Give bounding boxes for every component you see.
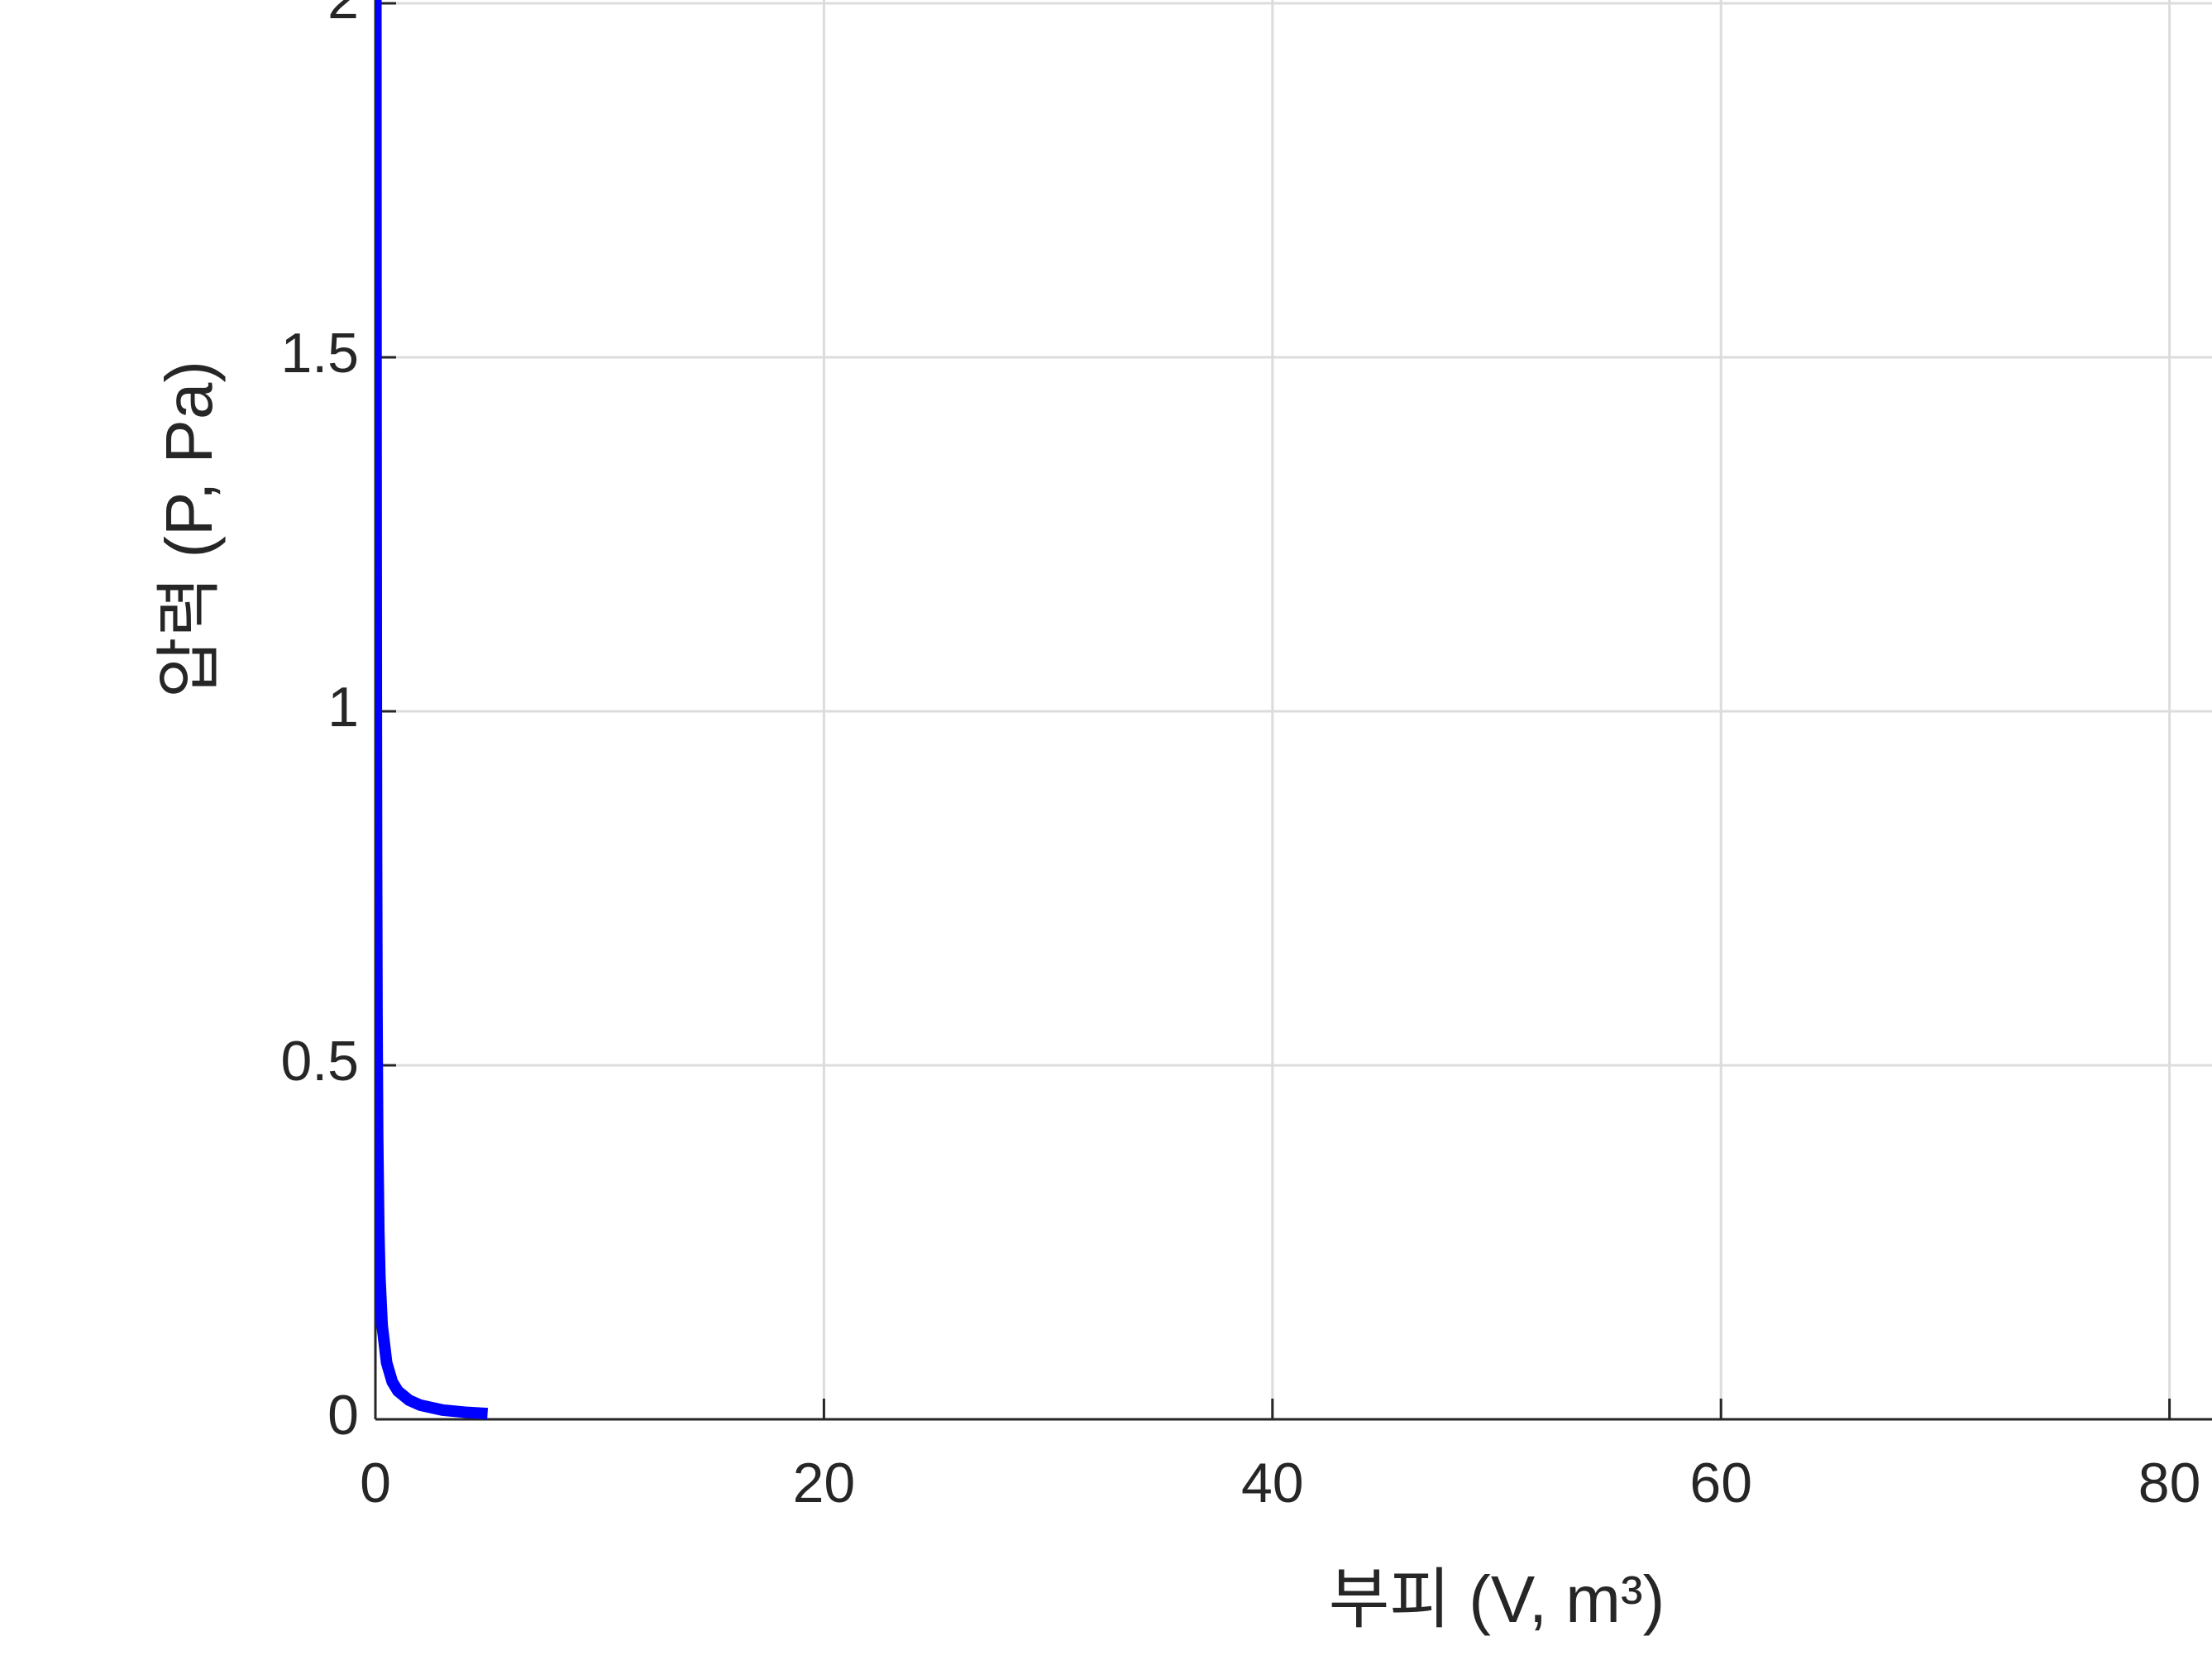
y-tick-label: 1 bbox=[327, 676, 359, 739]
y-axis-label: 압력 (P, Pa) bbox=[152, 361, 226, 698]
data-line bbox=[375, 0, 489, 1419]
x-tick-label: 20 bbox=[793, 1452, 856, 1514]
plot-area bbox=[375, 0, 489, 1419]
y-tick-label: 0 bbox=[327, 1384, 359, 1447]
y-tick-label: 0.5 bbox=[280, 1030, 359, 1093]
y-tick-label: 2 bbox=[327, 0, 359, 31]
x-axis-label: 부피 (V, m³) bbox=[1329, 1562, 1665, 1636]
x-tick-label: 0 bbox=[360, 1452, 391, 1514]
x-tick-label: 60 bbox=[1689, 1452, 1752, 1514]
y-tick-label: 1.5 bbox=[280, 322, 359, 385]
x-tick-label: 40 bbox=[1241, 1452, 1304, 1514]
x-tick-label: 80 bbox=[2138, 1452, 2201, 1514]
